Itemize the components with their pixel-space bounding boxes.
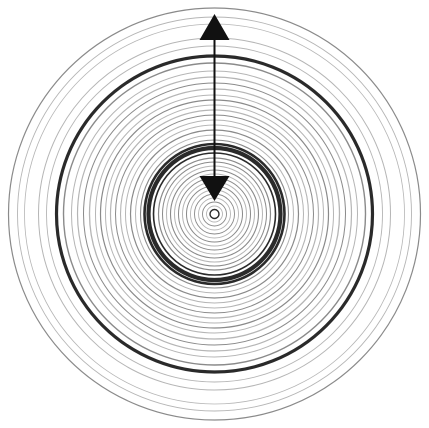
arrowhead-down-icon	[199, 176, 230, 201]
ring-36	[202, 201, 227, 227]
arrowhead-up-icon	[199, 14, 230, 40]
double-headed-arrow	[199, 14, 230, 201]
ring-1	[7, 7, 422, 421]
center-dot-icon	[209, 208, 220, 220]
ring-37	[206, 205, 223, 223]
